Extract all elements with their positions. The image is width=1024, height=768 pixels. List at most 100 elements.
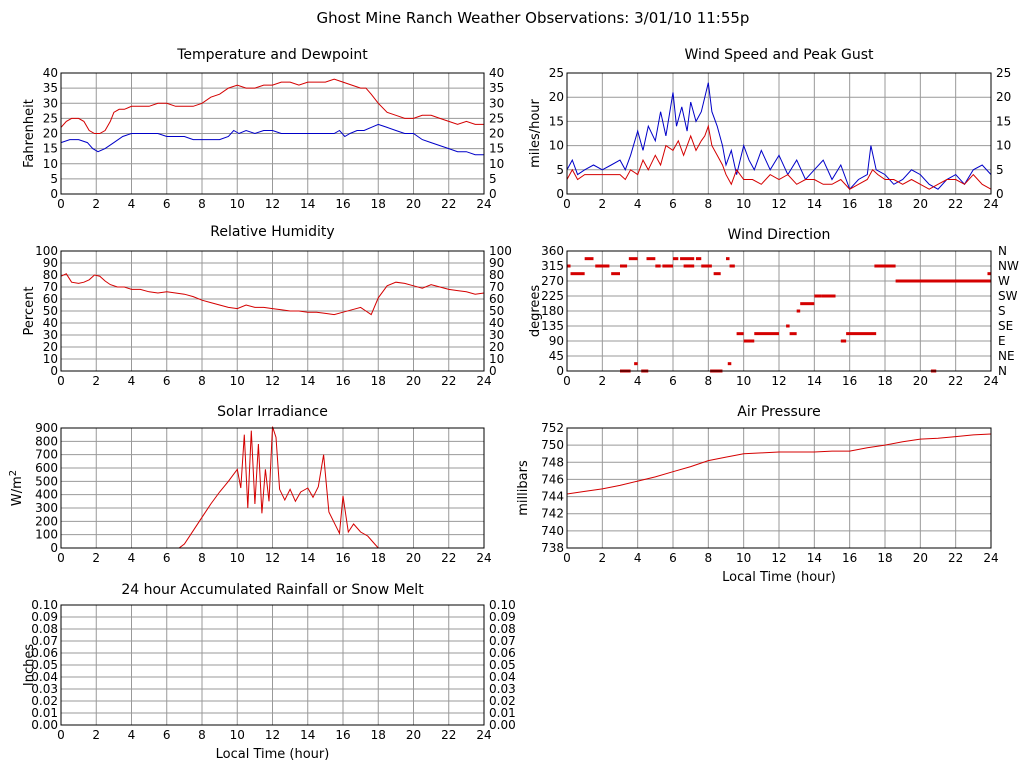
y-tick-label-right: 0.02 bbox=[489, 694, 516, 708]
y-tick-label: 300 bbox=[35, 501, 58, 515]
compass-label: N bbox=[998, 244, 1007, 258]
x-tick-label: 12 bbox=[771, 551, 786, 565]
y-tick-label: 0.06 bbox=[31, 646, 58, 660]
x-tick-label: 8 bbox=[705, 197, 713, 211]
x-tick-label: 20 bbox=[913, 197, 928, 211]
y-tick-label: 80 bbox=[43, 268, 58, 282]
y-tick-label: 0.01 bbox=[31, 706, 58, 720]
x-tick-label: 16 bbox=[335, 197, 350, 211]
x-tick-label: 14 bbox=[807, 197, 822, 211]
chart-title: 24 hour Accumulated Rainfall or Snow Mel… bbox=[121, 582, 424, 598]
y-tick-label: 740 bbox=[541, 524, 564, 538]
x-tick-label: 4 bbox=[634, 374, 642, 388]
y-tick-label: 0 bbox=[50, 541, 58, 555]
y-tick-label-right: 15 bbox=[996, 114, 1011, 128]
x-tick-label: 24 bbox=[983, 197, 998, 211]
y-axis-label: Percent bbox=[22, 287, 37, 336]
y-tick-label: 742 bbox=[541, 507, 564, 521]
y-tick-label: 746 bbox=[541, 472, 564, 486]
x-tick-label: 22 bbox=[441, 728, 456, 742]
y-tick-label-right: 40 bbox=[489, 316, 504, 330]
y-tick-label: 0 bbox=[50, 364, 58, 378]
x-tick-label: 18 bbox=[877, 374, 892, 388]
x-tick-label: 18 bbox=[877, 551, 892, 565]
y-tick-label-right: 0.04 bbox=[489, 670, 516, 684]
y-tick-label-right: 40 bbox=[489, 66, 504, 80]
x-tick-label: 18 bbox=[877, 197, 892, 211]
y-tick-label-right: 0.09 bbox=[489, 610, 516, 624]
y-tick-label-right: 20 bbox=[489, 127, 504, 141]
x-tick-label: 0 bbox=[57, 551, 65, 565]
y-tick-label: 360 bbox=[541, 244, 564, 258]
x-tick-label: 4 bbox=[128, 728, 136, 742]
y-tick-label-right: 70 bbox=[489, 280, 504, 294]
y-axis-label: Fahrenheit bbox=[22, 99, 37, 168]
series-line-1 bbox=[60, 123, 484, 156]
x-tick-label: 6 bbox=[669, 551, 677, 565]
y-tick-label: 100 bbox=[35, 528, 58, 542]
y-tick-label: 20 bbox=[43, 340, 58, 354]
x-tick-label: 4 bbox=[634, 551, 642, 565]
grid bbox=[567, 251, 991, 371]
x-tick-label: 20 bbox=[406, 728, 421, 742]
series-line-0 bbox=[566, 433, 992, 495]
x-axis-label: Local Time (hour) bbox=[216, 747, 330, 762]
x-tick-label: 8 bbox=[198, 197, 206, 211]
x-tick-label: 8 bbox=[198, 728, 206, 742]
y-tick-label-right: 35 bbox=[489, 81, 504, 95]
y-tick-label: 400 bbox=[35, 488, 58, 502]
x-tick-label: 0 bbox=[57, 374, 65, 388]
y-tick-label: 15 bbox=[43, 142, 58, 156]
y-tick-label: 30 bbox=[43, 328, 58, 342]
grid bbox=[567, 73, 991, 194]
y-tick-label: 0.09 bbox=[31, 610, 58, 624]
x-tick-label: 16 bbox=[335, 728, 350, 742]
x-tick-label: 6 bbox=[669, 197, 677, 211]
x-tick-label: 8 bbox=[705, 374, 713, 388]
x-tick-label: 2 bbox=[599, 551, 607, 565]
chart-title: Wind Speed and Peak Gust bbox=[685, 47, 874, 63]
x-tick-label: 8 bbox=[705, 551, 713, 565]
y-tick-label: 700 bbox=[35, 448, 58, 462]
y-tick-label: 5 bbox=[50, 172, 58, 186]
x-tick-label: 22 bbox=[948, 551, 963, 565]
grid bbox=[61, 73, 484, 194]
plot-frame bbox=[566, 427, 992, 549]
x-tick-label: 16 bbox=[842, 374, 857, 388]
compass-label: SW bbox=[998, 289, 1018, 303]
grid bbox=[61, 428, 484, 548]
x-tick-label: 2 bbox=[92, 551, 100, 565]
x-tick-label: 20 bbox=[406, 374, 421, 388]
x-tick-label: 20 bbox=[913, 551, 928, 565]
y-tick-label: 0.03 bbox=[31, 682, 58, 696]
compass-label: E bbox=[998, 334, 1006, 348]
x-tick-label: 16 bbox=[335, 374, 350, 388]
x-tick-label: 22 bbox=[441, 374, 456, 388]
y-axis-label: degrees bbox=[528, 285, 543, 338]
grid bbox=[61, 251, 484, 371]
x-tick-label: 24 bbox=[476, 197, 491, 211]
x-tick-label: 6 bbox=[163, 197, 171, 211]
x-tick-label: 6 bbox=[669, 374, 677, 388]
y-tick-label-right: 10 bbox=[996, 139, 1011, 153]
x-tick-label: 0 bbox=[57, 728, 65, 742]
x-tick-label: 20 bbox=[406, 197, 421, 211]
y-tick-label: 0 bbox=[50, 187, 58, 201]
y-tick-label: 0 bbox=[556, 364, 564, 378]
y-tick-label-right: 0.10 bbox=[489, 598, 516, 612]
y-axis-label: W/m2 bbox=[8, 470, 25, 506]
series-line-1 bbox=[566, 124, 992, 190]
y-tick-label-right: 0 bbox=[996, 187, 1004, 201]
y-tick-label-right: 0.07 bbox=[489, 634, 516, 648]
y-tick-label: 60 bbox=[43, 292, 58, 306]
x-tick-label: 24 bbox=[983, 551, 998, 565]
y-tick-label: 90 bbox=[549, 334, 564, 348]
x-tick-label: 2 bbox=[599, 197, 607, 211]
y-tick-label-right: 30 bbox=[489, 96, 504, 110]
x-tick-label: 8 bbox=[198, 551, 206, 565]
y-tick-label: 200 bbox=[35, 514, 58, 528]
